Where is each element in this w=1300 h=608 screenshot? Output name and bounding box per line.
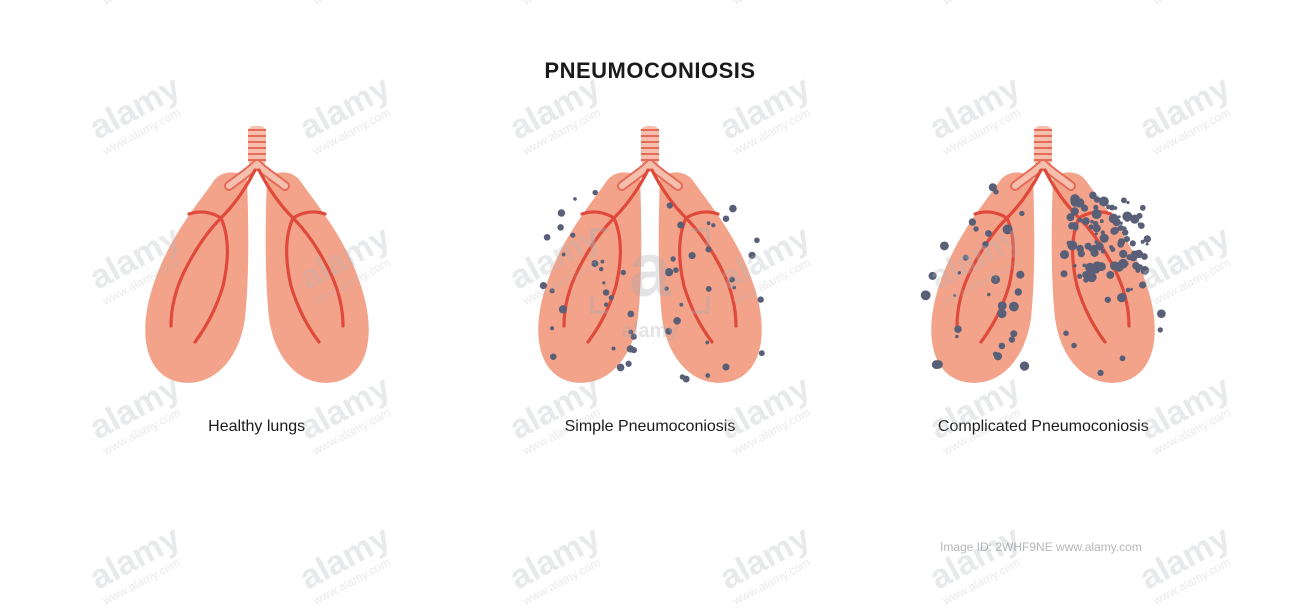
watermark-tile: alamywww.alamy.com xyxy=(84,520,192,608)
lung-illustration-healthy xyxy=(97,120,417,400)
watermark-tile: alamywww.alamy.com xyxy=(504,520,612,608)
watermark-tile: alamywww.alamy.com xyxy=(1134,0,1242,8)
watermark-tile: alamywww.alamy.com xyxy=(714,520,822,608)
watermark-tile: alamywww.alamy.com xyxy=(714,0,822,8)
caption-complicated: Complicated Pneumoconiosis xyxy=(938,418,1149,436)
page-title: PNEUMOCONIOSIS xyxy=(0,58,1300,84)
panels-row: Healthy lungs Simple Pneumoconiosis Comp… xyxy=(0,120,1300,436)
panel-complicated: Complicated Pneumoconiosis xyxy=(863,120,1223,436)
watermark-tile: alamywww.alamy.com xyxy=(84,0,192,8)
lung-illustration-simple xyxy=(490,120,810,400)
watermark-tile: alamywww.alamy.com xyxy=(504,0,612,8)
watermark-footer: Image ID: 2WHF9NE www.alamy.com xyxy=(940,540,1142,554)
watermark-tile: alamywww.alamy.com xyxy=(294,520,402,608)
panel-simple: Simple Pneumoconiosis xyxy=(470,120,830,436)
panel-healthy: Healthy lungs xyxy=(77,120,437,436)
watermark-tile: alamywww.alamy.com xyxy=(924,0,1032,8)
caption-healthy: Healthy lungs xyxy=(208,418,305,436)
watermark-tile: alamywww.alamy.com xyxy=(924,520,1032,608)
watermark-tile: alamywww.alamy.com xyxy=(1134,520,1242,608)
lung-illustration-complicated xyxy=(883,120,1203,400)
caption-simple: Simple Pneumoconiosis xyxy=(565,418,736,436)
watermark-tile: alamywww.alamy.com xyxy=(294,0,402,8)
